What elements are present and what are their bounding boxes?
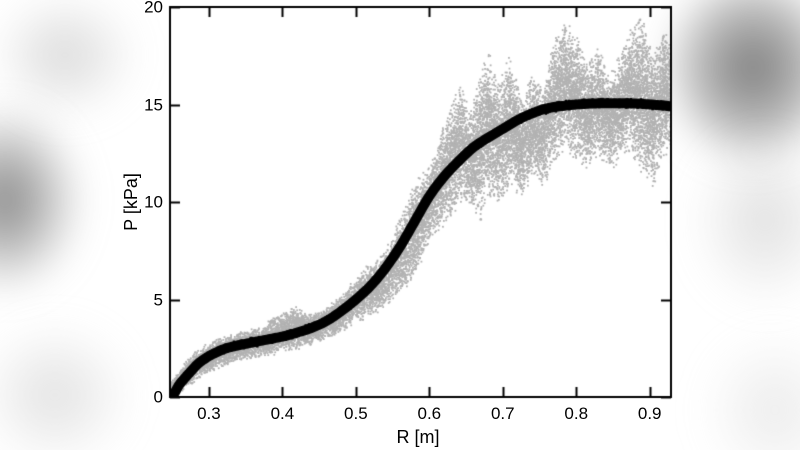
x-tick-label: 0.5 [344,404,368,423]
y-tick-label: 20 [144,0,163,17]
x-tick-label: 0.7 [490,404,515,423]
x-axis-label: R [m] [396,427,440,447]
y-tick-label: 0 [153,387,163,407]
x-tick-label: 0.3 [197,404,221,423]
x-tick-label: 0.6 [417,404,442,423]
y-tick-label: 15 [144,95,163,114]
x-tick-label: 0.8 [564,404,589,423]
y-tick-label: 5 [153,290,163,309]
y-tick-label: 10 [144,192,163,212]
x-tick-label: 0.4 [270,404,295,423]
y-axis-label: P [kPa] [121,173,141,231]
x-tick-label: 0.9 [637,404,662,423]
